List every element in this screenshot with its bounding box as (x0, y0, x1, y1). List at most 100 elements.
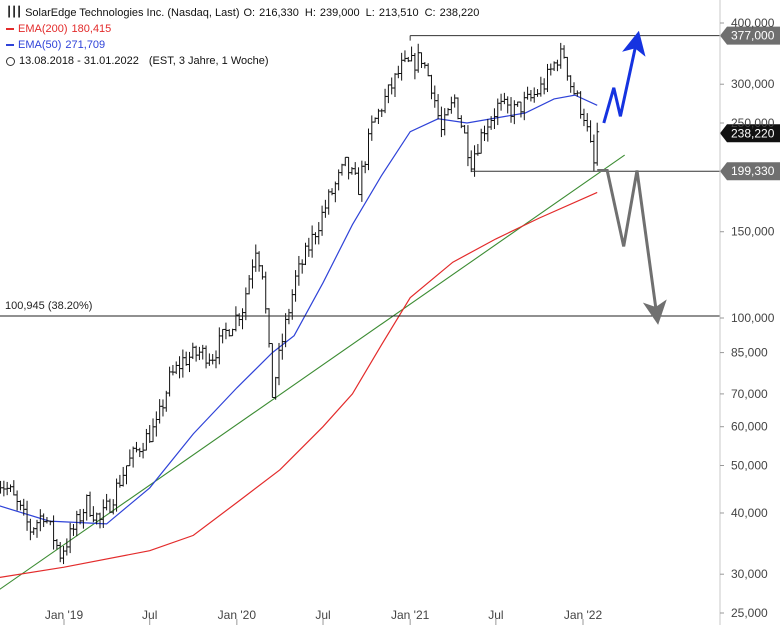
ohlc-bar (38, 509, 43, 532)
ohlc-bar (267, 308, 272, 348)
y-tick-label: 85,000 (731, 346, 768, 360)
date-range: 13.08.2018 - 31.01.2022 (19, 55, 139, 67)
ohlc-bar (386, 84, 391, 104)
ohlc-bar (356, 167, 361, 196)
ohlc-bar (330, 188, 335, 196)
ohlc-bar (472, 145, 477, 177)
x-tick-label: Jul (315, 608, 330, 622)
ohlc-bar (462, 124, 467, 134)
ohlc-bar (200, 344, 205, 360)
ohlc-bar (283, 313, 288, 348)
ohlc-bar (257, 251, 262, 272)
ema200-value: 180,415 (71, 23, 112, 35)
ohlc-bar (147, 425, 152, 443)
y-tick-label: 100,000 (731, 311, 775, 325)
ohlc-bar (591, 134, 596, 172)
price-tag (720, 124, 780, 143)
ohlc-bar (439, 106, 444, 138)
ohlc-bar (28, 518, 33, 541)
axes: 400,000 300,000 250,000 150,000 100,000 85,00… (45, 0, 775, 625)
ohlc-bar (11, 480, 16, 496)
ohlc-bar (88, 491, 93, 517)
x-tick-label: Jan '21 (391, 608, 430, 622)
ohlc-bar (177, 356, 182, 379)
y-tick-label: 60,000 (731, 420, 768, 434)
ohlc-bar (455, 97, 460, 120)
ema50-swatch (6, 44, 14, 46)
ohlc-bar (323, 199, 328, 218)
ohlc-bar (565, 56, 570, 81)
scenario-arrows (597, 30, 667, 325)
ohlc-bar (240, 308, 245, 330)
low-label: L: (365, 7, 375, 19)
ema200-legend[interactable]: EMA(200) 180,415 (6, 21, 485, 37)
ohlc-bar (144, 428, 149, 451)
ohlc-bar (151, 418, 156, 443)
ohlc-bar (184, 351, 189, 366)
ohlc-bar (81, 508, 86, 529)
ohlc-bar (548, 63, 553, 76)
bar-chart-icon: ┃┃┃ (6, 7, 22, 18)
ohlc-bar (485, 118, 490, 142)
ohlc-bar (509, 97, 514, 123)
ohlc-bar (71, 524, 76, 536)
horizontal-levels: 377,000 199,330 238,220 100,945 (38.20%) (0, 26, 780, 317)
ohlc-bar (449, 96, 454, 114)
ohlc-bar (58, 541, 63, 563)
ohlc-bar (293, 270, 298, 302)
ema50-legend[interactable]: EMA(50) 271,709 (6, 37, 485, 53)
y-tick-label: 150,000 (731, 225, 775, 239)
ohlc-bar (214, 350, 219, 369)
ohlc-bar (121, 466, 126, 487)
ohlc-bar (595, 122, 600, 166)
ohlc-bar (187, 351, 192, 373)
ohlc-bar (542, 78, 547, 95)
y-tick-label: 50,000 (731, 459, 768, 473)
ohlc-bar (0, 480, 3, 494)
ohlc-bar (250, 259, 255, 289)
ohlc-bar (210, 354, 215, 365)
ema200-label: EMA(200) (18, 23, 68, 35)
price-tag-label: 377,000 (731, 29, 775, 43)
ohlc-bar (247, 275, 252, 295)
price-tag-label: 238,220 (731, 126, 775, 140)
open-value: 216,330 (259, 7, 299, 19)
ohlc-bar (310, 225, 315, 258)
high-label: H: (304, 7, 316, 19)
ohlc-bar (339, 163, 344, 176)
ohlc-bar (51, 515, 56, 550)
ohlc-bar (379, 108, 384, 117)
ohlc-bar (164, 390, 169, 412)
close-label: C: (424, 7, 436, 19)
x-tick-label: Jan '19 (45, 608, 84, 622)
ohlc-bar (359, 160, 364, 202)
ohlc-bar (432, 85, 437, 108)
ohlc-bar (532, 87, 537, 103)
ohlc-bar (389, 77, 394, 95)
ohlc-bar (528, 89, 533, 102)
x-tick-label: Jul (488, 608, 503, 622)
ohlc-bar (518, 101, 523, 118)
ema50-value: 271,709 (65, 39, 106, 51)
ohlc-bar (154, 411, 159, 437)
ohlc-bar (495, 98, 500, 126)
y-tick-label: 25,000 (731, 606, 768, 620)
y-tick-label: 70,000 (731, 387, 768, 401)
ohlc-bar (535, 89, 540, 97)
ohlc-bar (502, 92, 507, 105)
low-value: 213,510 (378, 7, 419, 19)
ohlc-bar (157, 399, 162, 424)
ohlc-bar (306, 237, 311, 257)
ohlc-bar (588, 120, 593, 143)
chart-legend: ┃┃┃ SolarEdge Technologies Inc. (Nasdaq,… (6, 5, 485, 69)
ohlc-bar (194, 345, 199, 362)
ohlc-bar (343, 156, 348, 167)
ohlc-bar (263, 271, 268, 314)
ohlc-bar (326, 189, 331, 215)
y-tick-label: 40,000 (731, 506, 768, 520)
ohlc-bar (290, 289, 295, 320)
ohlc-bar (217, 327, 222, 365)
ohlc-bar (253, 244, 258, 272)
ohlc-bar (568, 75, 573, 93)
